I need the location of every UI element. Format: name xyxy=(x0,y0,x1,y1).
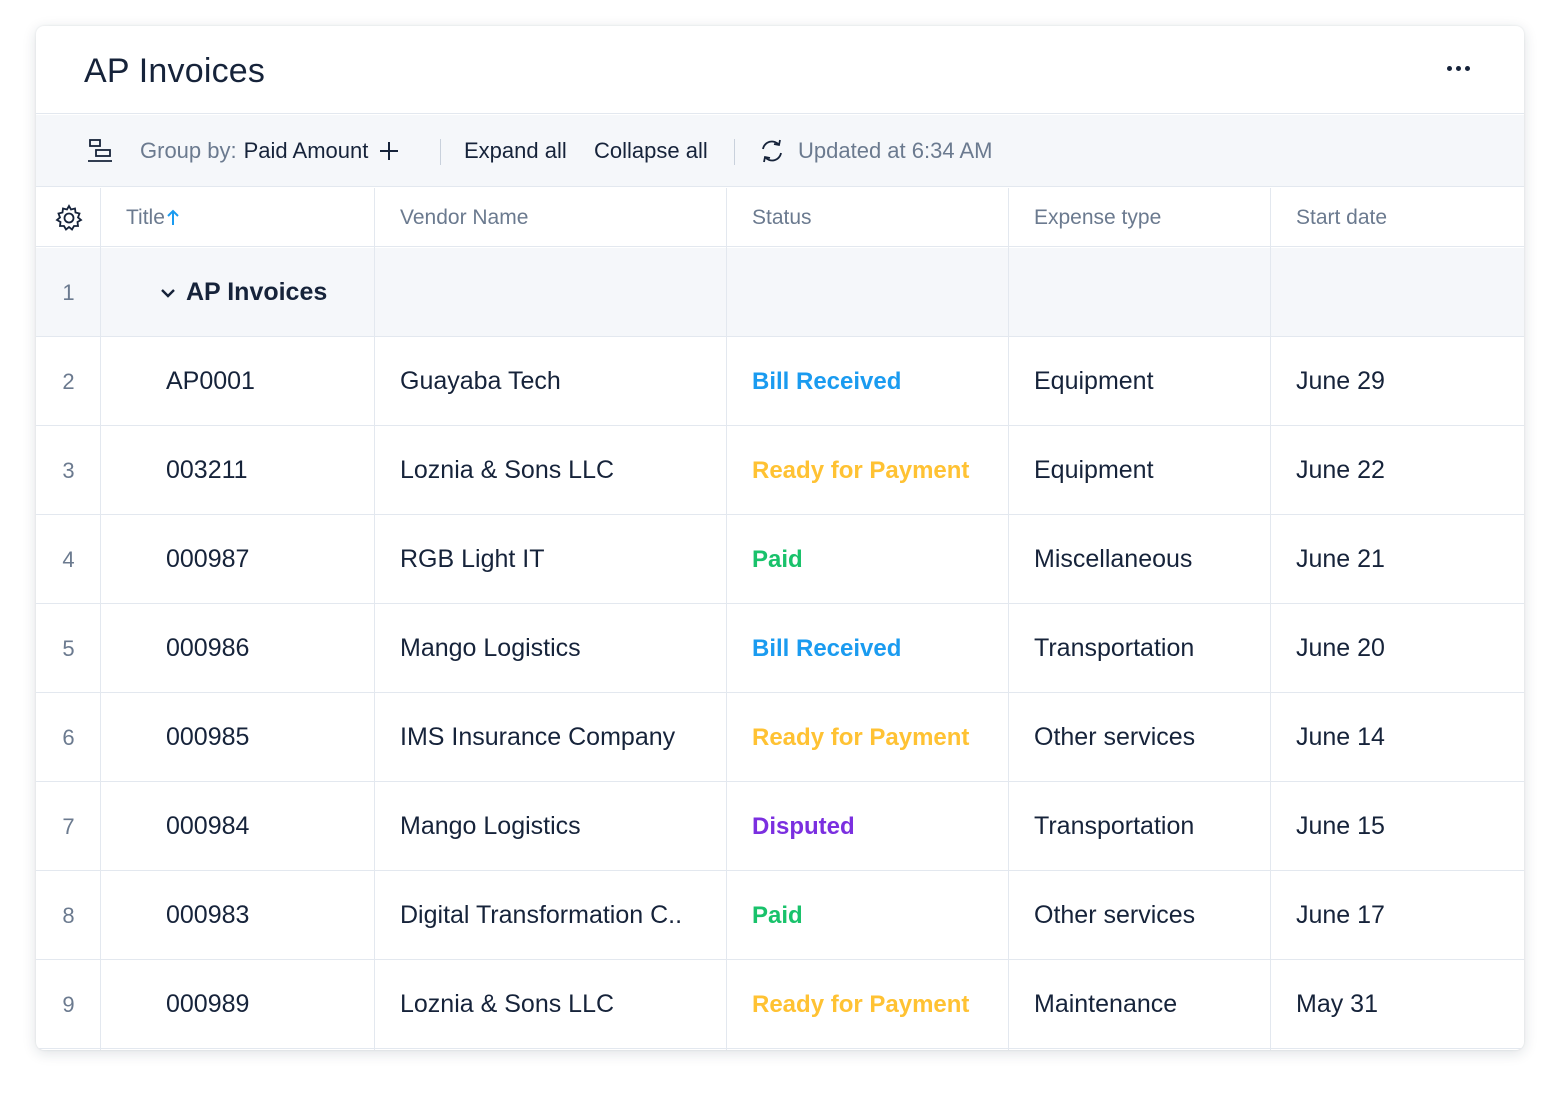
table-header: Title Vendor Name Status Expense type St… xyxy=(36,188,1524,247)
column-divider xyxy=(1008,188,1009,1050)
group-by-icon xyxy=(88,139,112,162)
group-label: AP Invoices xyxy=(186,278,328,306)
refresh-icon xyxy=(762,139,782,163)
cell-vendor: IMS Insurance Company xyxy=(400,723,676,751)
column-header-status[interactable]: Status xyxy=(752,205,812,229)
cell-status: Disputed xyxy=(752,812,855,840)
cell-status: Paid xyxy=(752,545,803,573)
arrow-up-icon xyxy=(167,209,179,225)
cell-expense-type: Other services xyxy=(1034,901,1196,929)
column-settings-button[interactable] xyxy=(36,188,101,247)
cell-start-date: June 21 xyxy=(1296,545,1385,573)
row-number: 1 xyxy=(62,279,75,305)
row-number: 2 xyxy=(62,368,75,394)
group-toggle[interactable]: AP Invoices xyxy=(158,248,327,337)
cell-title: 000983 xyxy=(166,901,250,929)
cell-vendor: Loznia & Sons LLC xyxy=(400,456,615,484)
cell-vendor: Mango Logistics xyxy=(400,812,581,840)
gear-icon xyxy=(54,203,83,231)
plus-icon[interactable] xyxy=(378,140,400,162)
collapse-all-button[interactable]: Collapse all xyxy=(594,138,708,163)
cell-status: Ready for Payment xyxy=(752,456,970,484)
column-divider xyxy=(100,188,101,1050)
row-number: 4 xyxy=(62,546,75,572)
toolbar-divider xyxy=(440,139,441,165)
updated-status: Updated at 6:34 AM xyxy=(798,138,993,163)
refresh-button[interactable] xyxy=(758,115,786,187)
more-dot xyxy=(1455,65,1461,71)
table-row[interactable]: 3 003211 Loznia & Sons LLC Ready for Paymen… xyxy=(36,426,1524,515)
cell-vendor: Mango Logistics xyxy=(400,634,581,662)
more-options-button[interactable] xyxy=(1440,56,1476,80)
cell-status: Paid xyxy=(752,901,803,929)
chevron-down-icon xyxy=(161,288,175,298)
group-by-button[interactable] xyxy=(86,115,114,187)
cell-title: 003211 xyxy=(166,456,248,484)
cell-start-date: June 20 xyxy=(1296,634,1385,662)
column-header-title[interactable]: Title xyxy=(126,188,181,247)
group-by-value: Paid Amount xyxy=(243,138,369,163)
column-divider xyxy=(374,188,375,1050)
cell-expense-type: Equipment xyxy=(1034,456,1154,484)
cell-vendor: Loznia & Sons LLC xyxy=(400,990,615,1018)
cell-title: 000986 xyxy=(166,634,250,662)
cell-status: Bill Received xyxy=(752,634,902,662)
cell-expense-type: Equipment xyxy=(1034,367,1154,395)
table-row[interactable]: 2 AP0001 Guayaba Tech Bill Received Equipmen… xyxy=(36,337,1524,426)
cell-start-date: June 17 xyxy=(1296,901,1385,929)
card-header: AP Invoices xyxy=(36,26,1524,114)
cell-title: 000987 xyxy=(166,545,250,573)
cell-start-date: June 14 xyxy=(1296,723,1385,751)
column-divider xyxy=(1270,188,1271,1050)
expand-all-button[interactable]: Expand all xyxy=(464,138,567,163)
column-header-vendor[interactable]: Vendor Name xyxy=(400,205,529,229)
cell-status: Bill Received xyxy=(752,367,902,395)
cell-expense-type: Maintenance xyxy=(1034,990,1178,1018)
cell-start-date: June 22 xyxy=(1296,456,1385,484)
column-divider xyxy=(726,188,727,1050)
row-number: 9 xyxy=(62,991,75,1017)
group-row[interactable]: 1 AP Invoices xyxy=(36,248,1524,337)
table-row[interactable]: 8 000983 Digital Transformation C.. Paid Oth… xyxy=(36,871,1524,960)
cell-start-date: June 15 xyxy=(1296,812,1385,840)
column-header-expense-type[interactable]: Expense type xyxy=(1034,205,1162,229)
toolbar: Group by: Paid Amount Expand all Collaps… xyxy=(36,115,1524,187)
cell-status: Ready for Payment xyxy=(752,723,970,751)
cell-expense-type: Other services xyxy=(1034,723,1196,751)
cell-start-date: May 31 xyxy=(1296,990,1378,1018)
row-number: 6 xyxy=(62,724,75,750)
group-by-label: Group by: xyxy=(140,138,237,163)
cell-title: 000989 xyxy=(166,990,250,1018)
more-horizontal-icon xyxy=(1446,65,1452,71)
row-number: 8 xyxy=(62,902,75,928)
row-number: 3 xyxy=(62,457,75,483)
column-header-start-date[interactable]: Start date xyxy=(1296,205,1388,229)
cell-expense-type: Transportation xyxy=(1034,812,1195,840)
cell-expense-type: Transportation xyxy=(1034,634,1195,662)
table-row[interactable]: 4 000987 RGB Light IT Paid Miscellaneous June… xyxy=(36,515,1524,604)
cell-vendor: Digital Transformation C.. xyxy=(400,901,683,929)
group-by-control[interactable]: Group by: Paid Amount xyxy=(140,115,400,187)
row-number: 7 xyxy=(62,813,75,839)
cell-status: Ready for Payment xyxy=(752,990,970,1018)
row-number: 5 xyxy=(62,635,75,661)
cell-title: 000985 xyxy=(166,723,250,751)
column-title-label: Title xyxy=(126,205,165,229)
cell-vendor: Guayaba Tech xyxy=(400,367,561,395)
more-dot xyxy=(1464,65,1470,71)
cell-title: AP0001 xyxy=(166,367,255,395)
cell-vendor: RGB Light IT xyxy=(400,545,545,573)
page-title: AP Invoices xyxy=(84,52,266,90)
cell-title: 000984 xyxy=(166,812,250,840)
table-row[interactable]: 9 000989 Loznia & Sons LLC Ready for Paymen… xyxy=(36,960,1524,1049)
table-row[interactable]: 5 000986 Mango Logistics Bill Received Trans… xyxy=(36,604,1524,693)
toolbar-divider xyxy=(734,139,735,165)
ap-invoices-card: AP Invoices Group by: Paid Amount xyxy=(36,26,1524,1050)
cell-start-date: June 29 xyxy=(1296,367,1385,395)
cell-expense-type: Miscellaneous xyxy=(1034,545,1193,573)
table-row[interactable]: 6 000985 IMS Insurance Company Ready for Pa… xyxy=(36,693,1524,782)
table-row[interactable]: 7 000984 Mango Logistics Disputed Transporta… xyxy=(36,782,1524,871)
